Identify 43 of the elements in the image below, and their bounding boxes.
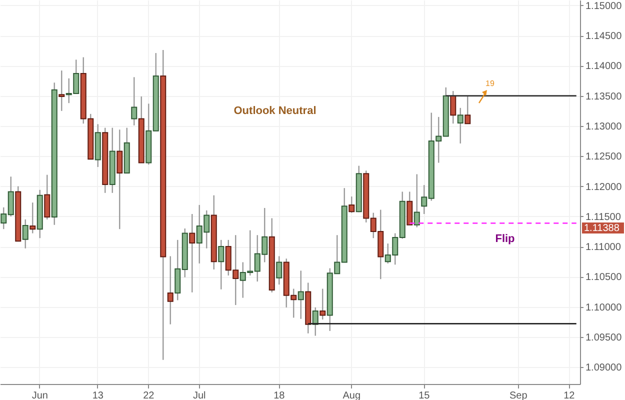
y-tick-label: 1.14000 [586, 61, 622, 72]
x-tick-label: 13 [92, 390, 104, 400]
y-tick-label: 1.09500 [586, 332, 622, 344]
y-tick-label: 1.09000 [586, 362, 622, 374]
annotation: Flip [495, 233, 516, 245]
annotation: 19 [486, 79, 495, 88]
candlestick [464, 95, 471, 124]
candlestick [348, 196, 355, 214]
candlestick [116, 129, 123, 230]
candlestick [414, 174, 420, 228]
y-tick-label: 1.10000 [586, 302, 622, 314]
x-tick-label: 12 [564, 390, 576, 400]
y-tick-label: 1.12000 [586, 182, 622, 193]
candlestick [406, 191, 413, 226]
x-tick-label: Jun [32, 390, 48, 400]
candlestick [457, 107, 464, 144]
y-tick-label: 1.13500 [586, 91, 622, 102]
y-tick-label: 1.11000 [586, 242, 622, 254]
y-tick-label: 1.13000 [586, 121, 622, 132]
candlestick [58, 70, 65, 112]
candlestick [22, 218, 28, 249]
candlestick [189, 213, 196, 293]
candlestick [312, 306, 318, 336]
candlestick [30, 202, 36, 234]
x-tick-label: 18 [274, 390, 286, 400]
candlestick [276, 256, 282, 286]
y-tick-label: 1.14500 [586, 31, 622, 42]
candlestick [44, 174, 50, 220]
y-tick-label: 1.11500 [586, 212, 622, 223]
y-tick-label: 1.15000 [586, 0, 622, 12]
candlestick [131, 76, 138, 126]
annotation: Outlook Neutral [234, 105, 316, 117]
candlestick [167, 256, 174, 325]
x-tick-label: Jul [192, 390, 206, 400]
y-tick-label: 1.12500 [586, 152, 622, 163]
candlestick [450, 90, 456, 124]
x-tick-label: 15 [418, 390, 430, 400]
candlestick [320, 288, 326, 320]
x-tick-label: 22 [143, 390, 155, 400]
text: 1.11388 [584, 223, 620, 234]
candlestick [218, 239, 224, 290]
candlestick [298, 270, 304, 320]
y-tick-label: 1.10500 [586, 272, 622, 284]
